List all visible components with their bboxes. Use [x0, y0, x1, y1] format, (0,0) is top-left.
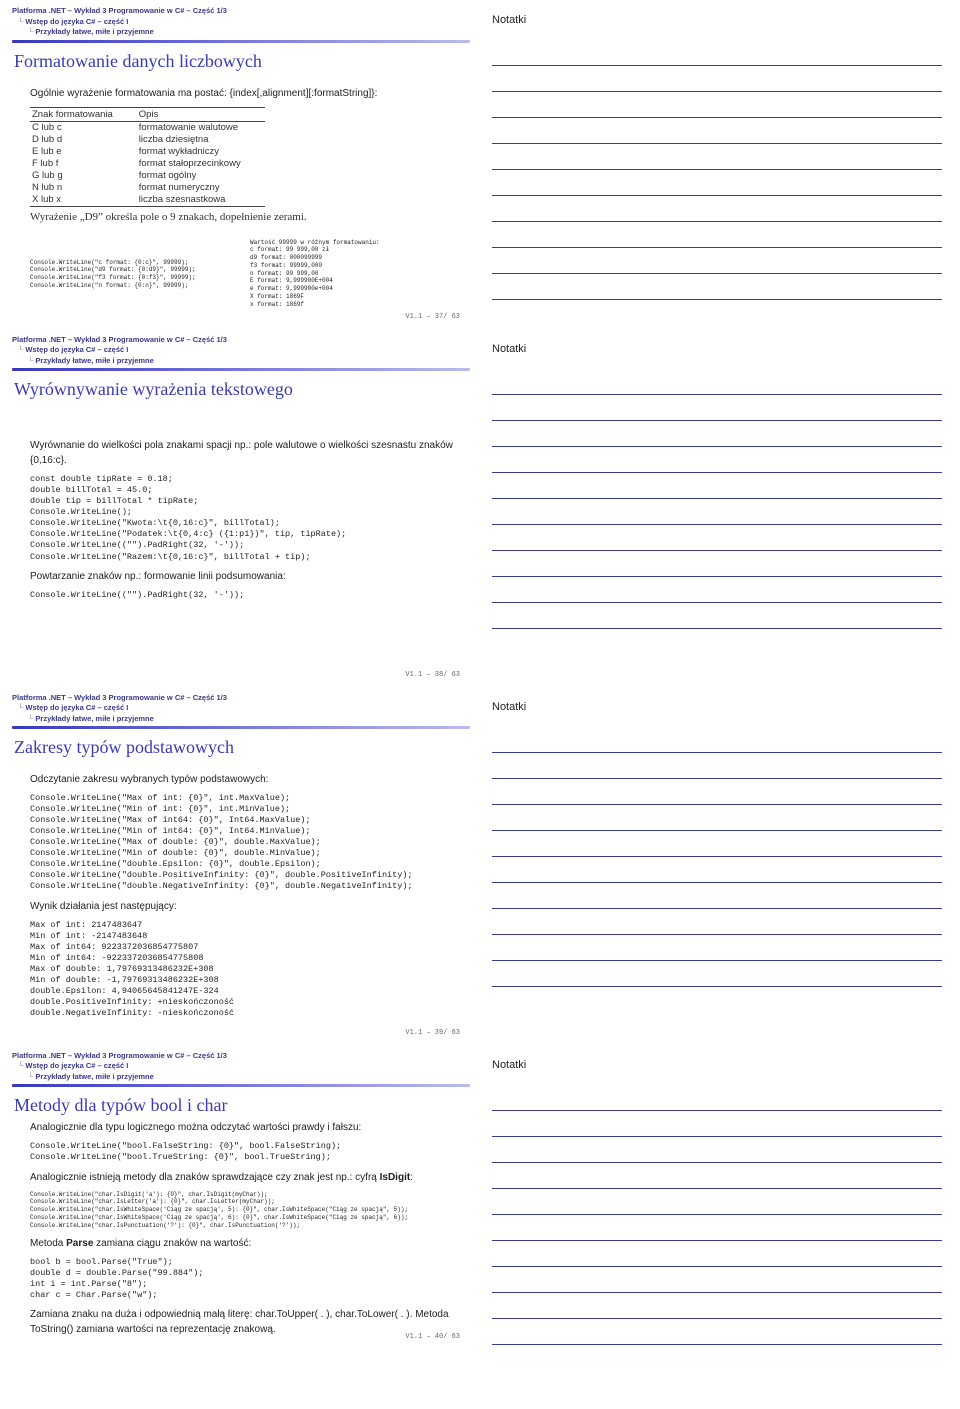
- note-line: [492, 779, 942, 805]
- breadcrumb: Platforma .NET – Wykład 3 Programowanie …: [12, 6, 470, 38]
- code2: Console.WriteLine("char.IsDigit('a'): {0…: [30, 1191, 470, 1230]
- page-footer: V1.1 – 39/ 63: [12, 1025, 470, 1041]
- note-line: [492, 118, 942, 144]
- format-table: Znak formatowania Opis C lub cformatowan…: [30, 107, 265, 207]
- note-line: [492, 170, 942, 196]
- note-line: [492, 369, 942, 395]
- breadcrumb-sub1: Wstęp do języka C# – część I: [25, 17, 128, 26]
- header-rule: [12, 368, 470, 371]
- note-line: [492, 1137, 942, 1163]
- note-line: [492, 196, 942, 222]
- slide-title: Wyrównywanie wyrażenia tekstowego: [14, 379, 470, 400]
- para1: Odczytanie zakresu wybranych typów podst…: [30, 772, 470, 787]
- notes-title: Notatki: [492, 14, 942, 26]
- notes-40: Notatki: [480, 1051, 960, 1349]
- slide-37: Platforma .NET – Wykład 3 Programowanie …: [0, 0, 960, 329]
- note-line: [492, 1293, 942, 1319]
- code2: Console.WriteLine(("").PadRight(32, '-')…: [30, 590, 470, 601]
- slide-39: Platforma .NET – Wykład 3 Programowanie …: [0, 687, 960, 1045]
- table-header: Znak formatowania: [30, 107, 137, 121]
- slide-title: Zakresy typów podstawowych: [14, 737, 470, 758]
- note-line: [492, 1319, 942, 1345]
- note-line: [492, 1163, 942, 1189]
- code2: Max of int: 2147483647 Min of int: -2147…: [30, 920, 470, 1019]
- slide-38-content: Platforma .NET – Wykład 3 Programowanie …: [0, 335, 480, 687]
- code1: const double tipRate = 0.18; double bill…: [30, 474, 470, 562]
- note-line: [492, 1241, 942, 1267]
- note-line: [492, 857, 942, 883]
- slide-40: Platforma .NET – Wykład 3 Programowanie …: [0, 1045, 960, 1349]
- breadcrumb: Platforma .NET – Wykład 3 Programowanie …: [12, 693, 470, 725]
- note-line: [492, 727, 942, 753]
- slide-title: Metody dla typów bool i char: [14, 1095, 470, 1116]
- para1: Analogicznie dla typu logicznego można o…: [30, 1120, 470, 1135]
- note-line: [492, 473, 942, 499]
- note-line: [492, 1215, 942, 1241]
- table-header: Opis: [137, 107, 265, 121]
- para2: Powtarzanie znaków np.: formowanie linii…: [30, 569, 470, 584]
- breadcrumb: Platforma .NET – Wykład 3 Programowanie …: [12, 335, 470, 367]
- notes-title: Notatki: [492, 1059, 942, 1071]
- intro-text: Ogólnie wyrażenie formatowania ma postać…: [30, 86, 470, 101]
- slide-37-content: Platforma .NET – Wykład 3 Programowanie …: [0, 6, 480, 329]
- notes-title: Notatki: [492, 701, 942, 713]
- note-line: [492, 395, 942, 421]
- note-line: [492, 831, 942, 857]
- para2: Wynik działania jest następujący:: [30, 899, 470, 914]
- note-line: [492, 1189, 942, 1215]
- note-line: [492, 961, 942, 987]
- note-line: [492, 603, 942, 629]
- note-line: [492, 909, 942, 935]
- code3: bool b = bool.Parse("True"); double d = …: [30, 1257, 470, 1301]
- notes-38: Notatki: [480, 335, 960, 687]
- code1: Console.WriteLine("Max of int: {0}", int…: [30, 793, 470, 892]
- note-line: [492, 577, 942, 603]
- page-footer: V1.1 – 37/ 63: [12, 309, 470, 325]
- breadcrumb-top: Platforma .NET – Wykład 3 Programowanie …: [12, 6, 470, 17]
- slide-39-content: Platforma .NET – Wykład 3 Programowanie …: [0, 693, 480, 1045]
- para1: Wyrównanie do wielkości pola znakami spa…: [30, 438, 470, 468]
- note-line: [492, 144, 942, 170]
- note-line: [492, 1111, 942, 1137]
- header-rule: [12, 40, 470, 43]
- note-line: [492, 66, 942, 92]
- breadcrumb-sub2: Przykłady łatwe, miłe i przyjemne: [35, 27, 153, 36]
- note-line: [492, 805, 942, 831]
- note-line: [492, 499, 942, 525]
- para3: Metoda Parse zamiana ciągu znaków na war…: [30, 1236, 470, 1251]
- note-line: [492, 222, 942, 248]
- slide-title: Formatowanie danych liczbowych: [14, 51, 470, 72]
- note-line: [492, 1085, 942, 1111]
- code1: Console.WriteLine("bool.FalseString: {0}…: [30, 1141, 470, 1163]
- note-line: [492, 274, 942, 300]
- note-line: [492, 525, 942, 551]
- notes-37: Notatki: [480, 6, 960, 329]
- code-right: Wartość 99999 w różnym formatowaniu: c f…: [250, 239, 470, 309]
- note-line: [492, 40, 942, 66]
- note-line: [492, 935, 942, 961]
- note-line: [492, 248, 942, 274]
- note-line: [492, 92, 942, 118]
- header-rule: [12, 726, 470, 729]
- code-left: Console.WriteLine("c format: {0:c}", 999…: [30, 259, 250, 290]
- breadcrumb: Platforma .NET – Wykład 3 Programowanie …: [12, 1051, 470, 1083]
- note-line: [492, 883, 942, 909]
- notes-39: Notatki: [480, 693, 960, 1045]
- note-line: [492, 753, 942, 779]
- note-line: [492, 551, 942, 577]
- code-two-col: Console.WriteLine("c format: {0:c}", 999…: [30, 239, 470, 309]
- page-footer: V1.1 – 38/ 63: [12, 667, 470, 683]
- table-caption: Wyrażenie „D9” określa pole o 9 znakach,…: [30, 211, 470, 223]
- slide-40-content: Platforma .NET – Wykład 3 Programowanie …: [0, 1051, 480, 1349]
- note-line: [492, 447, 942, 473]
- para2: Analogicznie istnieją metody dla znaków …: [30, 1170, 470, 1185]
- slide-38: Platforma .NET – Wykład 3 Programowanie …: [0, 329, 960, 687]
- header-rule: [12, 1084, 470, 1087]
- note-line: [492, 1267, 942, 1293]
- note-line: [492, 421, 942, 447]
- notes-title: Notatki: [492, 343, 942, 355]
